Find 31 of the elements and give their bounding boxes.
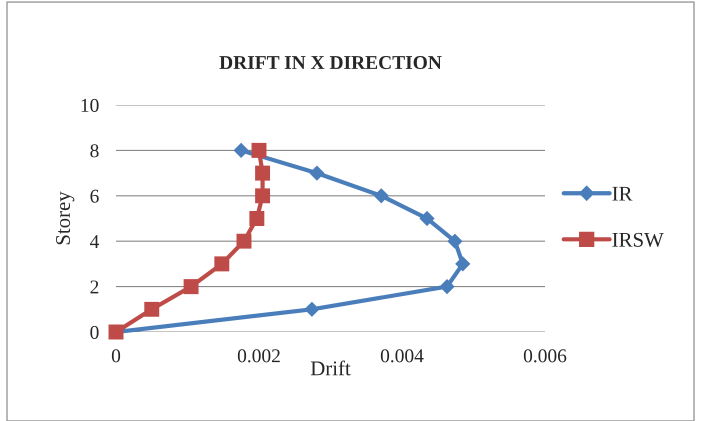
y-tick-label: 10: [82, 98, 99, 112]
y-tick-label: 0: [90, 326, 99, 339]
x-axis-title: Drift: [310, 360, 351, 376]
point: [374, 188, 389, 204]
point: [234, 143, 249, 158]
point: [304, 302, 320, 317]
point: [420, 211, 434, 226]
point: [255, 188, 270, 204]
point: [214, 256, 230, 272]
point: [249, 211, 264, 226]
x-tick-label: 0: [112, 349, 120, 362]
x-tick-label: 0.004: [380, 349, 424, 362]
y-axis-title: Storey: [56, 191, 74, 244]
point: [144, 302, 160, 317]
y-tick-label: 6: [90, 190, 99, 203]
point: [255, 166, 270, 181]
chart-title: DRIFT IN X DIRECTION: [219, 56, 442, 70]
x-tick-label: 0.002: [238, 349, 280, 362]
x-tick-label: 0.006: [524, 349, 566, 362]
y-tick-label: 8: [90, 144, 99, 158]
point: [455, 256, 470, 272]
point: [184, 279, 199, 294]
point: [310, 166, 324, 180]
y-tick-label: 2: [90, 280, 98, 294]
point: [440, 279, 454, 294]
legend-label: IR: [612, 186, 632, 201]
point: [252, 142, 266, 158]
legend-label: IRSW: [612, 232, 664, 247]
point: [448, 234, 462, 249]
point: [236, 234, 252, 249]
y-tick-label: 4: [90, 235, 100, 248]
